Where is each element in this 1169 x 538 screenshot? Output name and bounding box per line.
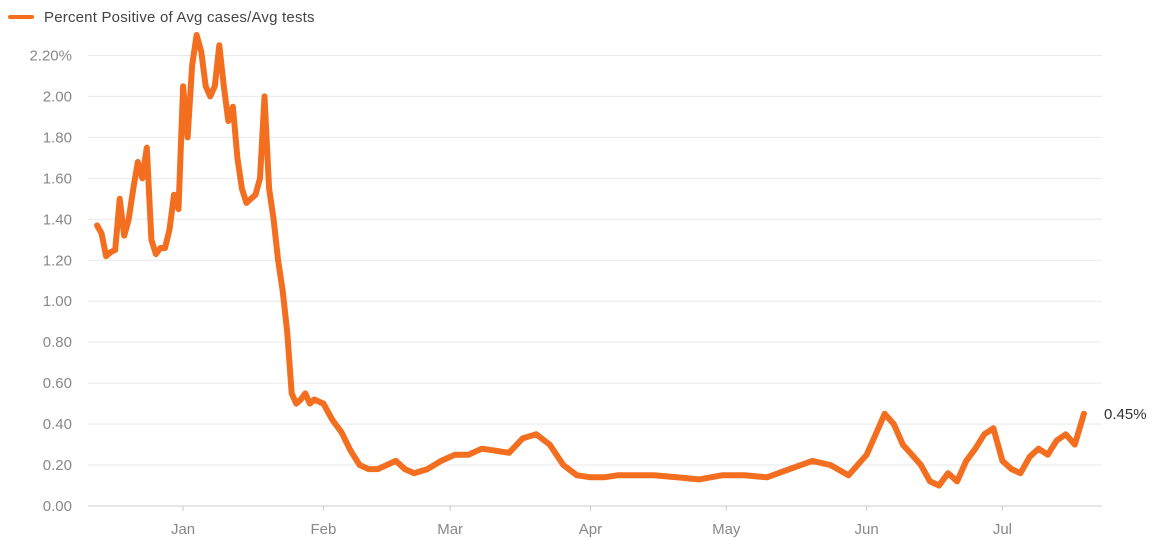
x-tick-label: Jun <box>855 521 879 538</box>
y-tick-label: 1.40 <box>43 211 72 228</box>
x-tick-label: Jan <box>171 521 195 538</box>
last-data-point[interactable] <box>1080 410 1087 417</box>
y-axis-ticks: 0.00 0.20 0.40 0.60 0.80 1.00 1.20 1.40 1.60 1.80… <box>29 47 72 515</box>
x-tick-label: Jul <box>993 521 1012 538</box>
x-tick-label: May <box>712 521 741 538</box>
x-tick-label: Mar <box>437 521 463 538</box>
x-axis-ticks: Jan Feb Mar Apr May Jun Jul <box>171 506 1012 538</box>
x-tick-label: Apr <box>579 521 602 538</box>
y-tick-label: 0.00 <box>43 498 72 515</box>
y-tick-label: 0.40 <box>43 416 72 433</box>
y-tick-label: 0.20 <box>43 457 72 474</box>
y-tick-label: 2.20% <box>29 47 72 64</box>
y-tick-label: 1.00 <box>43 293 72 310</box>
legend-swatch <box>8 15 34 19</box>
end-value-label-group: 0.45% <box>1104 406 1147 423</box>
legend: Percent Positive of Avg cases/Avg tests <box>8 6 315 28</box>
y-tick-label: 0.60 <box>43 375 72 392</box>
y-tick-label: 1.80 <box>43 129 72 146</box>
series-line-percent-positive[interactable] <box>94 32 1087 489</box>
x-tick-label: Feb <box>310 521 336 538</box>
legend-label[interactable]: Percent Positive of Avg cases/Avg tests <box>44 8 315 26</box>
y-tick-label: 1.20 <box>43 252 72 269</box>
y-tick-label: 2.00 <box>43 88 72 105</box>
end-value-label: 0.45% <box>1104 406 1147 423</box>
y-tick-label: 0.80 <box>43 334 72 351</box>
y-tick-label: 1.60 <box>43 170 72 187</box>
gridlines <box>88 54 1102 507</box>
series-group <box>94 32 1087 489</box>
